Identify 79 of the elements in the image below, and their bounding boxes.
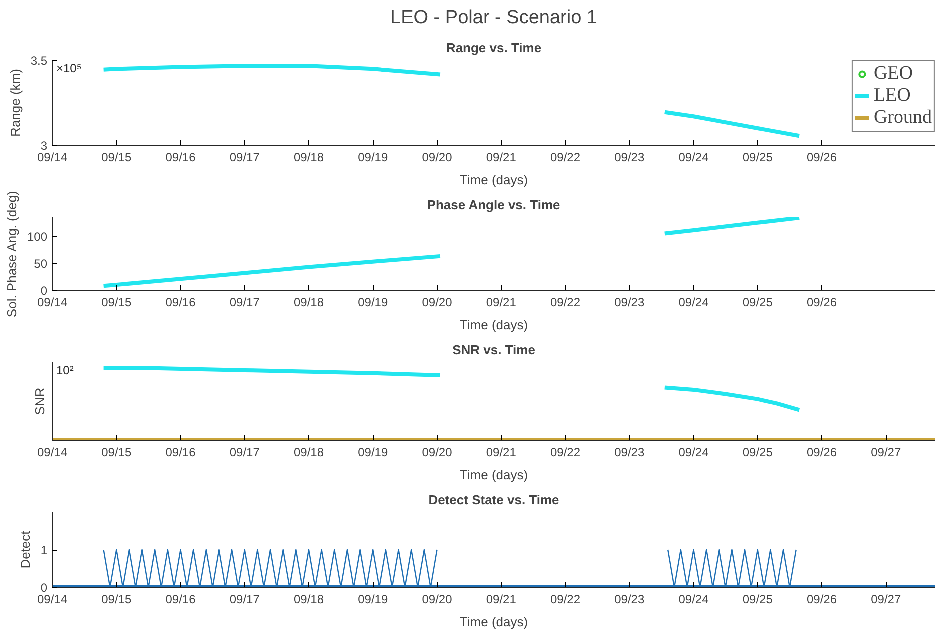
x-axis-title: Time (days) bbox=[460, 172, 528, 188]
x-tick-label: 09/22 bbox=[550, 296, 581, 310]
y-axis-title: Range (km) bbox=[8, 69, 23, 137]
x-tick-label: 09/15 bbox=[102, 150, 132, 164]
x-tick-label: 09/22 bbox=[550, 592, 581, 606]
x-axis-title: Time (days) bbox=[460, 318, 528, 332]
x-tick-label: 09/15 bbox=[102, 592, 132, 606]
x-tick-label: 09/14 bbox=[37, 296, 68, 310]
x-tick-label: 09/21 bbox=[486, 592, 517, 606]
y-tick-label: 0 bbox=[40, 581, 48, 595]
x-tick-label: 09/22 bbox=[550, 446, 581, 460]
x-tick-label: 09/24 bbox=[678, 150, 710, 164]
x-tick-label: 09/16 bbox=[166, 592, 196, 606]
x-tick-label: 09/18 bbox=[294, 150, 324, 164]
x-tick-label: 09/26 bbox=[806, 296, 838, 310]
y-tick-label: 3.5 bbox=[30, 54, 48, 68]
y-axis-title: Sol. Phase Ang. (deg) bbox=[4, 191, 20, 318]
x-tick-label: 09/23 bbox=[614, 296, 645, 310]
x-tick-label: 09/18 bbox=[294, 592, 324, 606]
legend-label: GEO bbox=[874, 63, 913, 85]
x-tick-label: 09/18 bbox=[294, 446, 324, 460]
x-tick-label: 09/21 bbox=[486, 446, 517, 460]
x-tick-label: 09/17 bbox=[230, 446, 260, 460]
x-tick-label: 09/14 bbox=[37, 446, 68, 460]
x-tick-label: 09/25 bbox=[742, 592, 774, 606]
x-tick-label: 09/24 bbox=[678, 446, 710, 460]
chart-subtitle: Phase Angle vs. Time bbox=[427, 198, 560, 212]
x-tick-label: 09/24 bbox=[678, 592, 710, 606]
x-tick-label: 09/16 bbox=[166, 150, 196, 164]
x-tick-label: 09/16 bbox=[166, 446, 196, 460]
x-axis-title: Time (days) bbox=[460, 614, 528, 630]
x-tick-label: 09/21 bbox=[486, 150, 517, 164]
x-tick-label: 09/20 bbox=[422, 592, 453, 606]
x-tick-label: 09/20 bbox=[422, 446, 453, 460]
y-tick-label: 1 bbox=[40, 544, 48, 558]
x-tick-label: 09/25 bbox=[742, 446, 774, 460]
x-tick-label: 09/17 bbox=[230, 150, 260, 164]
x-tick-label: 09/25 bbox=[742, 296, 774, 310]
x-tick-label: 09/14 bbox=[37, 592, 68, 606]
y-tick-label: 0 bbox=[40, 284, 48, 298]
x-tick-label: 09/20 bbox=[422, 296, 453, 310]
x-tick-label: 09/18 bbox=[294, 296, 324, 310]
x-tick-label: 09/24 bbox=[678, 296, 710, 310]
x-tick-label: 09/26 bbox=[806, 150, 838, 164]
x-tick-label: 09/26 bbox=[806, 446, 838, 460]
y-axis-title: SNR bbox=[32, 388, 48, 416]
x-tick-label: 09/19 bbox=[358, 296, 388, 310]
x-axis-title: Time (days) bbox=[460, 468, 528, 482]
y-tick-label: 50 bbox=[34, 256, 48, 271]
x-tick-label: 09/23 bbox=[614, 150, 645, 164]
chart-subtitle: SNR vs. Time bbox=[452, 342, 536, 358]
legend-label: Ground bbox=[874, 107, 932, 129]
x-tick-label: 09/25 bbox=[742, 150, 774, 164]
x-tick-label: 09/19 bbox=[358, 150, 388, 164]
x-tick-label: 09/22 bbox=[550, 150, 581, 164]
x-tick-label: 09/19 bbox=[358, 592, 388, 606]
annotation: ×10⁵ bbox=[56, 62, 82, 76]
legend-label: LEO bbox=[874, 85, 911, 107]
x-tick-label: 09/17 bbox=[230, 296, 260, 310]
x-tick-label: 09/23 bbox=[614, 592, 645, 606]
x-tick-label: 09/20 bbox=[422, 150, 453, 164]
x-tick-label: 09/15 bbox=[102, 296, 132, 310]
chart-subtitle: Detect State vs. Time bbox=[428, 492, 560, 508]
x-tick-label: 09/14 bbox=[37, 150, 68, 164]
y-tick-label: 3 bbox=[40, 139, 48, 153]
y-tick-label: 100 bbox=[27, 230, 48, 244]
x-tick-label: 09/27 bbox=[871, 592, 902, 606]
x-tick-label: 09/21 bbox=[486, 296, 517, 310]
x-tick-label: 09/26 bbox=[806, 592, 838, 606]
x-tick-label: 09/27 bbox=[871, 446, 902, 460]
annotation: 10² bbox=[56, 364, 74, 378]
x-tick-label: 09/19 bbox=[358, 446, 388, 460]
x-tick-label: 09/23 bbox=[614, 446, 645, 460]
x-tick-label: 09/16 bbox=[166, 296, 196, 310]
chart-title: LEO - Polar - Scenario 1 bbox=[390, 8, 598, 28]
x-tick-label: 09/15 bbox=[102, 446, 132, 460]
chart-subtitle: Range vs. Time bbox=[446, 40, 542, 56]
x-tick-label: 09/17 bbox=[230, 592, 260, 606]
y-axis-title: Detect bbox=[18, 530, 33, 569]
